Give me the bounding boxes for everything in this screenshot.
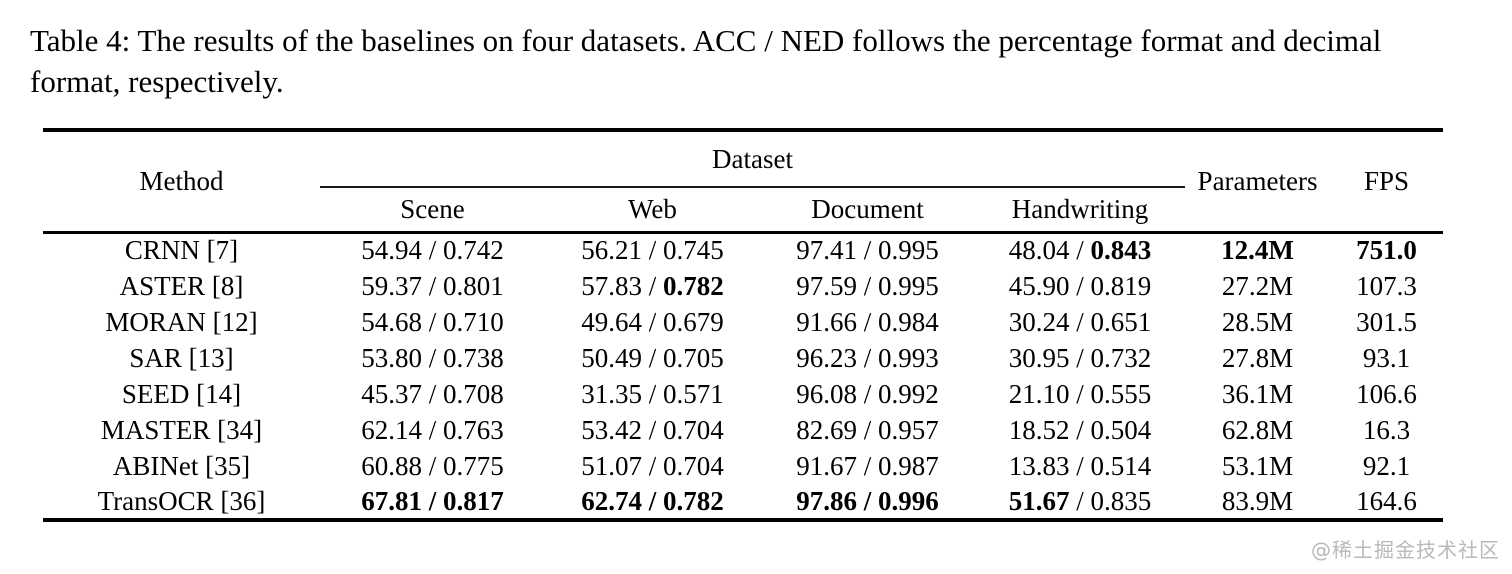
cell-fps: 107.3 xyxy=(1356,270,1417,301)
cell-method: ABINet [35] xyxy=(112,450,251,481)
cell-document: 96.08 / 0.992 xyxy=(796,378,939,409)
table-caption: Table 4: The results of the baselines on… xyxy=(30,23,1382,99)
cell-scene: 59.37 / 0.801 xyxy=(361,270,504,301)
header-group-row: Method Dataset Parameters FPS xyxy=(43,130,1444,234)
header-dataset-group: Dataset xyxy=(320,130,1186,188)
cell-parameters: 27.8M xyxy=(1221,342,1294,373)
cell-web: 57.83 / 0.782 xyxy=(581,270,724,301)
table-row-transocr: TransOCR [36] 67.81 / 0.817 62.74 / 0.78… xyxy=(43,484,1443,520)
table-row-master: MASTER [34] 62.14 / 0.763 53.42 / 0.704 … xyxy=(43,412,1443,448)
cell-method: TransOCR [36] xyxy=(97,485,266,516)
cell-handwriting: 21.10 / 0.555 xyxy=(1008,378,1152,409)
cell-document: 82.69 / 0.957 xyxy=(796,414,939,445)
cell-parameters: 36.1M xyxy=(1221,378,1294,409)
cell-parameters: 53.1M xyxy=(1221,450,1294,481)
cell-fps: 301.5 xyxy=(1356,306,1417,337)
cell-document: 97.59 / 0.995 xyxy=(796,270,939,301)
cell-parameters: 12.4M xyxy=(1221,235,1294,266)
cell-scene: 53.80 / 0.738 xyxy=(361,342,504,373)
cell-handwriting: 30.24 / 0.651 xyxy=(1008,306,1152,337)
cell-web: 62.74 / 0.782 xyxy=(581,485,724,516)
cell-document: 97.41 / 0.995 xyxy=(796,235,939,266)
cell-method: SAR [13] xyxy=(129,342,234,373)
table-row-aster: ASTER [8] 59.37 / 0.801 57.83 / 0.782 97… xyxy=(43,268,1443,304)
header-fps: FPS xyxy=(1330,130,1444,234)
cell-handwriting: 48.04 / 0.843 xyxy=(1008,235,1152,266)
cell-scene: 60.88 / 0.775 xyxy=(361,450,504,481)
table-body: CRNN [7] 54.94 / 0.742 56.21 / 0.745 97.… xyxy=(43,232,1443,520)
table-row-crnn: CRNN [7] 54.94 / 0.742 56.21 / 0.745 97.… xyxy=(43,232,1443,268)
cell-fps: 16.3 xyxy=(1362,414,1411,445)
header-document: Document xyxy=(760,187,975,234)
cell-method: ASTER [8] xyxy=(119,270,244,301)
cell-parameters: 83.9M xyxy=(1221,485,1294,516)
cell-parameters: 62.8M xyxy=(1221,414,1294,445)
cell-handwriting: 13.83 / 0.514 xyxy=(1008,450,1152,481)
table-row-moran: MORAN [12] 54.68 / 0.710 49.64 / 0.679 9… xyxy=(43,304,1443,340)
cell-scene: 54.68 / 0.710 xyxy=(361,306,504,337)
table-row-seed: SEED [14] 45.37 / 0.708 31.35 / 0.571 96… xyxy=(43,376,1443,412)
cell-scene: 45.37 / 0.708 xyxy=(361,378,504,409)
header-parameters: Parameters xyxy=(1185,130,1331,234)
header-web: Web xyxy=(545,187,760,234)
cell-handwriting: 30.95 / 0.732 xyxy=(1008,342,1152,373)
header-method: Method xyxy=(43,130,320,234)
cell-scene: 62.14 / 0.763 xyxy=(361,414,504,445)
cell-method: MASTER [34] xyxy=(100,414,263,445)
table-row-abinet: ABINet [35] 60.88 / 0.775 51.07 / 0.704 … xyxy=(43,448,1443,484)
table-row-sar: SAR [13] 53.80 / 0.738 50.49 / 0.705 96.… xyxy=(43,340,1443,376)
cell-handwriting: 18.52 / 0.504 xyxy=(1008,414,1152,445)
cell-parameters: 28.5M xyxy=(1221,306,1294,337)
cell-web: 31.35 / 0.571 xyxy=(581,378,724,409)
cell-web: 50.49 / 0.705 xyxy=(581,342,724,373)
results-table: Method Dataset Parameters FPS Scene Web … xyxy=(43,128,1444,522)
cell-method: MORAN [12] xyxy=(105,306,258,337)
cell-fps: 92.1 xyxy=(1362,450,1411,481)
header-scene: Scene xyxy=(320,187,545,234)
cell-method: CRNN [7] xyxy=(124,235,239,266)
cell-parameters: 27.2M xyxy=(1221,270,1294,301)
cell-method: SEED [14] xyxy=(121,378,242,409)
cell-scene: 54.94 / 0.742 xyxy=(361,235,504,266)
cell-handwriting: 51.67 / 0.835 xyxy=(1008,485,1152,516)
cell-handwriting: 45.90 / 0.819 xyxy=(1008,270,1152,301)
cell-web: 51.07 / 0.704 xyxy=(581,450,724,481)
cell-scene: 67.81 / 0.817 xyxy=(361,485,504,516)
cell-fps: 106.6 xyxy=(1356,378,1417,409)
cell-document: 97.86 / 0.996 xyxy=(796,485,939,516)
cell-web: 56.21 / 0.745 xyxy=(581,235,724,266)
header-handwriting: Handwriting xyxy=(975,187,1186,234)
cell-web: 49.64 / 0.679 xyxy=(581,306,724,337)
cell-web: 53.42 / 0.704 xyxy=(581,414,724,445)
cell-fps: 751.0 xyxy=(1356,235,1417,266)
cell-fps: 93.1 xyxy=(1362,342,1411,373)
cell-document: 91.66 / 0.984 xyxy=(796,306,939,337)
table-header: Method Dataset Parameters FPS Scene Web … xyxy=(43,130,1444,234)
cell-fps: 164.6 xyxy=(1356,485,1417,516)
watermark: @稀土掘金技术社区 xyxy=(1311,538,1500,562)
header-sub-row: Scene Web Document Handwriting xyxy=(43,187,1443,234)
cell-document: 91.67 / 0.987 xyxy=(796,450,939,481)
cell-document: 96.23 / 0.993 xyxy=(796,342,939,373)
